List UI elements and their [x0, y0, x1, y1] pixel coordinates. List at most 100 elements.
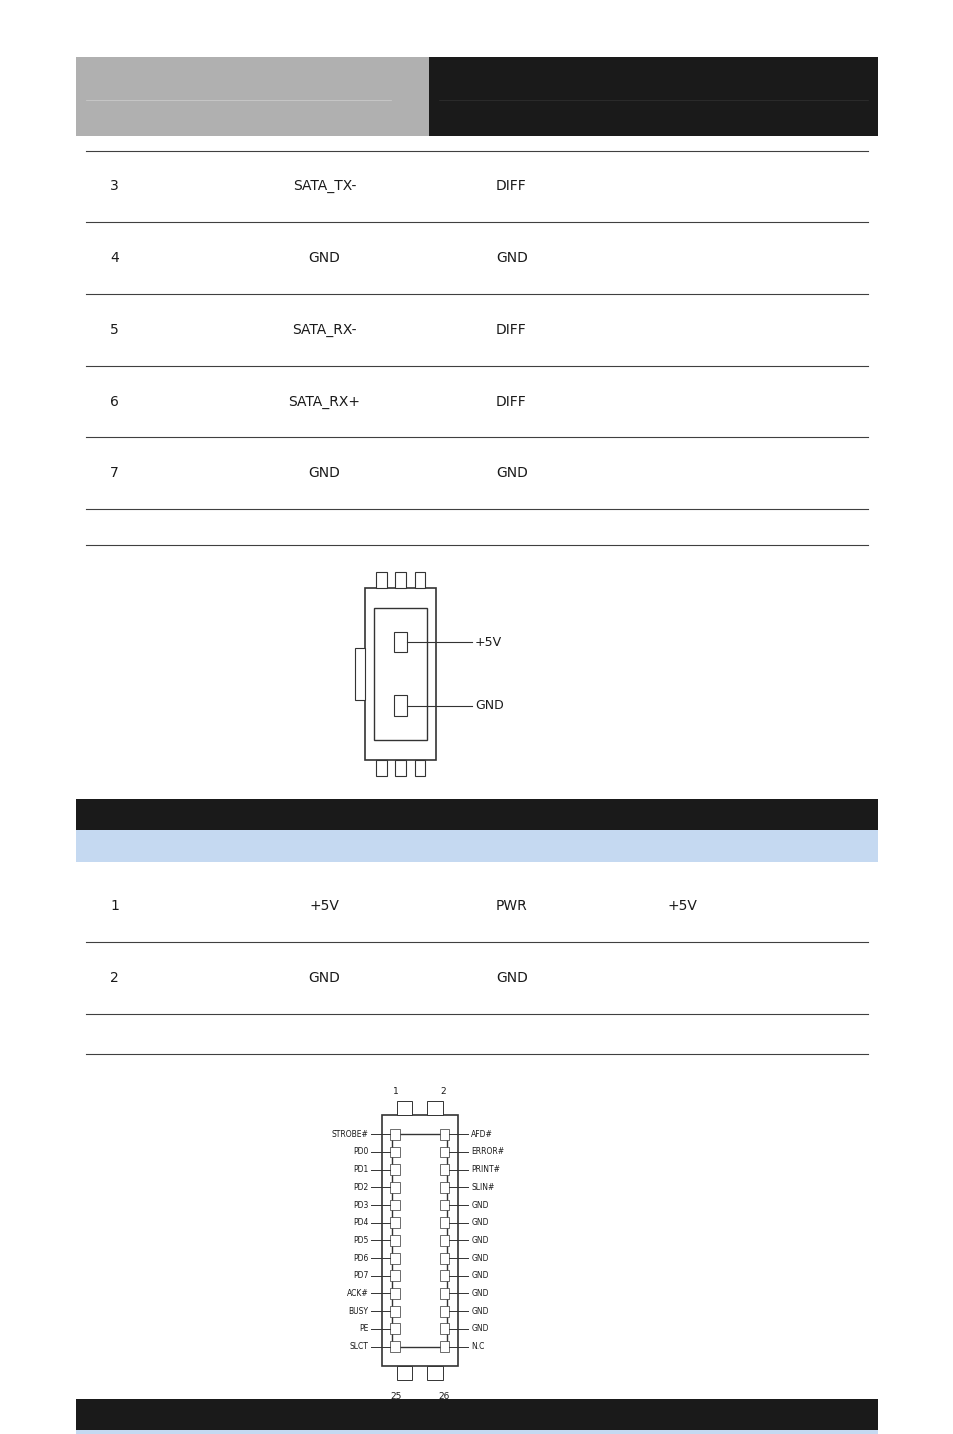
Bar [427, 1365, 442, 1380]
Bar [439, 1200, 449, 1210]
Bar [394, 632, 407, 652]
Bar [390, 1271, 399, 1281]
Bar [439, 1306, 449, 1316]
Bar [390, 1164, 399, 1174]
Text: PD6: PD6 [353, 1253, 368, 1262]
Bar [390, 1288, 399, 1299]
Text: GND: GND [308, 466, 340, 480]
Bar [390, 1306, 399, 1316]
Text: GND: GND [471, 1253, 488, 1262]
Text: DIFF: DIFF [496, 179, 526, 194]
Bar [439, 1182, 449, 1193]
Text: PD5: PD5 [353, 1236, 368, 1245]
Text: PD3: PD3 [353, 1200, 368, 1209]
Bar [355, 648, 364, 700]
Text: N.C: N.C [471, 1342, 484, 1351]
Text: GND: GND [471, 1236, 488, 1245]
Text: DIFF: DIFF [496, 323, 526, 337]
Bar [76, 799, 877, 830]
Bar [439, 1253, 449, 1263]
Text: +5V: +5V [475, 635, 501, 650]
Bar [76, 1400, 877, 1430]
Text: DIFF: DIFF [496, 394, 526, 409]
Text: 1: 1 [110, 899, 119, 913]
Text: PWR: PWR [496, 899, 527, 913]
Text: 2: 2 [110, 971, 119, 985]
Text: 3: 3 [110, 179, 119, 194]
Bar [439, 1164, 449, 1174]
Text: PD7: PD7 [353, 1272, 368, 1281]
Bar [414, 760, 424, 776]
Text: GND: GND [471, 1325, 488, 1334]
Text: 25: 25 [390, 1391, 401, 1401]
Bar [394, 695, 407, 716]
Bar [396, 1101, 412, 1116]
Bar [390, 1253, 399, 1263]
Text: GND: GND [471, 1306, 488, 1315]
Text: PD0: PD0 [353, 1147, 368, 1156]
Bar [76, 830, 877, 862]
Text: PRINT#: PRINT# [471, 1166, 499, 1174]
Bar [390, 1147, 399, 1157]
Text: SATA_RX-: SATA_RX- [292, 323, 356, 337]
Text: GND: GND [471, 1219, 488, 1228]
Text: 7: 7 [110, 466, 119, 480]
Text: 1: 1 [393, 1087, 398, 1096]
Bar [414, 572, 424, 588]
Bar [390, 1217, 399, 1228]
Text: PE: PE [358, 1325, 368, 1334]
Text: GND: GND [308, 251, 340, 265]
Text: GND: GND [496, 251, 527, 265]
Bar [390, 1324, 399, 1334]
Bar [76, 1430, 877, 1434]
Bar [395, 760, 406, 776]
Bar [439, 1271, 449, 1281]
Text: GND: GND [471, 1289, 488, 1298]
Bar [76, 57, 429, 136]
Text: 5: 5 [110, 323, 119, 337]
Bar [375, 572, 386, 588]
Bar [439, 1147, 449, 1157]
Bar [395, 572, 406, 588]
Bar [390, 1182, 399, 1193]
Text: GND: GND [471, 1272, 488, 1281]
Text: 2: 2 [440, 1087, 446, 1096]
Text: GND: GND [308, 971, 340, 985]
Text: +5V: +5V [667, 899, 697, 913]
Bar [374, 608, 426, 740]
Bar [390, 1341, 399, 1352]
Text: SLCT: SLCT [349, 1342, 368, 1351]
Bar [427, 1101, 442, 1116]
Bar [439, 1324, 449, 1334]
Bar [392, 1134, 447, 1347]
Text: PD2: PD2 [353, 1183, 368, 1192]
Text: BUSY: BUSY [348, 1306, 368, 1315]
Text: GND: GND [496, 971, 527, 985]
Text: GND: GND [496, 466, 527, 480]
Text: SATA_RX+: SATA_RX+ [288, 394, 360, 409]
Bar [439, 1235, 449, 1246]
Bar [396, 1365, 412, 1380]
Bar [381, 1116, 457, 1365]
Text: AFD#: AFD# [471, 1130, 493, 1139]
Text: ERROR#: ERROR# [471, 1147, 504, 1156]
Text: 4: 4 [110, 251, 119, 265]
Text: PD1: PD1 [353, 1166, 368, 1174]
Bar [364, 588, 436, 760]
Text: ACK#: ACK# [346, 1289, 368, 1298]
Bar [390, 1200, 399, 1210]
Text: STROBE#: STROBE# [331, 1130, 368, 1139]
Text: PD4: PD4 [353, 1219, 368, 1228]
Bar [390, 1235, 399, 1246]
Bar [439, 1288, 449, 1299]
Text: +5V: +5V [309, 899, 339, 913]
Text: 26: 26 [437, 1391, 449, 1401]
Bar [429, 57, 877, 136]
Bar [439, 1341, 449, 1352]
Text: GND: GND [471, 1200, 488, 1209]
Bar [439, 1129, 449, 1140]
Text: 6: 6 [110, 394, 119, 409]
Bar [439, 1217, 449, 1228]
Text: SLIN#: SLIN# [471, 1183, 495, 1192]
Bar [390, 1129, 399, 1140]
